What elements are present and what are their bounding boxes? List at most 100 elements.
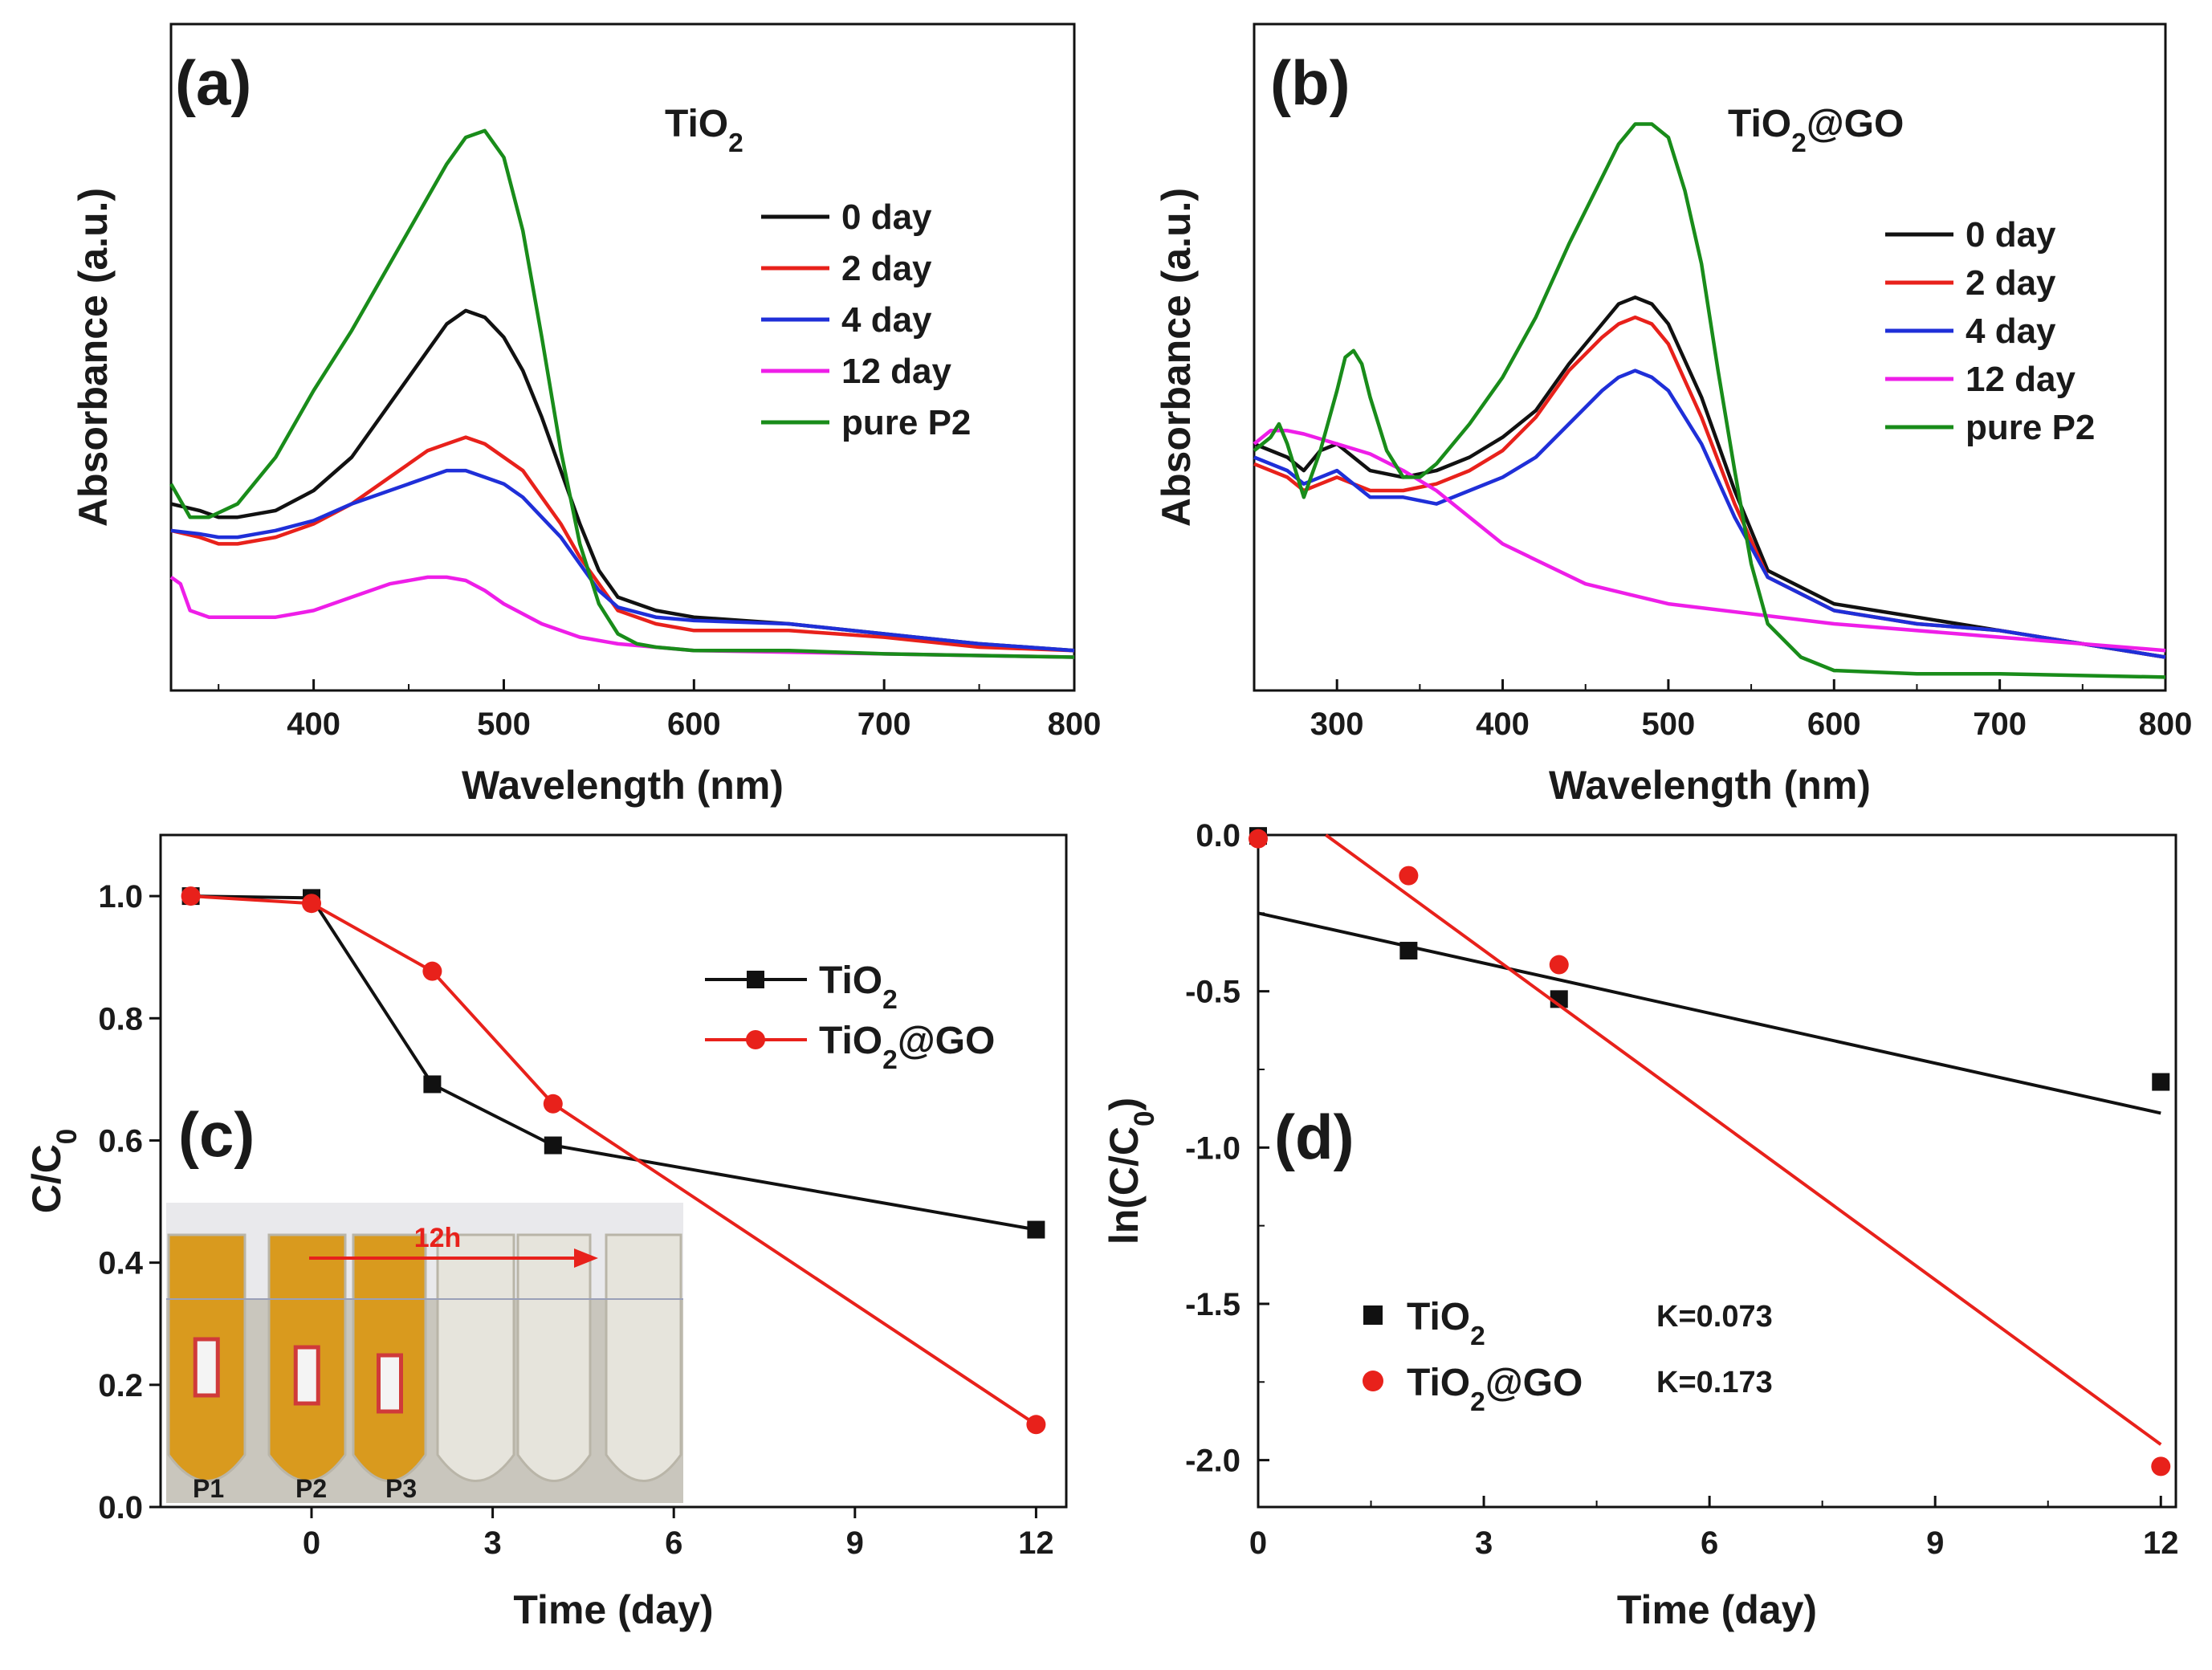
series-line-4-day	[1253, 369, 2166, 659]
plot-frame	[1257, 833, 2177, 1509]
legend-label: 2 day	[1966, 263, 2056, 303]
x-tick-label: 3	[483, 1525, 501, 1561]
panel-title: TiO2	[665, 103, 743, 158]
inset-tube-label-sticker	[193, 1337, 220, 1398]
inset-tube-label: P2	[295, 1474, 327, 1503]
plot-frame	[159, 833, 1068, 1509]
x-tick-label: 9	[846, 1525, 864, 1561]
x-tick-label: 700	[1973, 707, 2027, 742]
legend-marker	[1363, 1371, 1383, 1391]
legend-marker	[746, 1030, 765, 1049]
y-tick-label: 0.0	[98, 1490, 143, 1525]
y-tick-label: -2.0	[1185, 1444, 1240, 1479]
inset-tube	[436, 1233, 515, 1482]
plot-frame	[1253, 22, 2167, 692]
data-point	[1027, 1220, 1045, 1239]
inset-tube	[605, 1233, 682, 1482]
legend-label: pure P2	[1966, 408, 2095, 447]
inset-tube-label-sticker	[377, 1353, 403, 1414]
panel-b-plot: 300 400 500 600 700 800 Wavelength (nm) Absorba…	[1154, 22, 2193, 808]
inset-arrow-label: 12h	[414, 1223, 462, 1253]
legend-marker	[747, 971, 764, 988]
inset-tube	[516, 1233, 592, 1482]
y-axis-label: C/C0	[24, 1129, 83, 1214]
data-point	[2151, 1456, 2171, 1477]
data-point	[2152, 1073, 2170, 1091]
plot-frame	[169, 22, 1076, 692]
legend-label: 4 day	[1966, 312, 2056, 351]
x-tick-label: 400	[1476, 707, 1530, 742]
panel-label: (a)	[175, 47, 251, 118]
legend-label: TiO2@GO	[1407, 1362, 1583, 1417]
panel-a-plot: 400 500 600 700 800 Wavelength (nm) Absorbance…	[71, 22, 1102, 808]
legend-label: 12 day	[1966, 360, 2076, 399]
legend-label: 0 day	[841, 198, 932, 237]
x-tick-label: 0	[303, 1525, 320, 1561]
y-tick-label: 0.4	[98, 1246, 143, 1281]
fit-line	[1325, 833, 2162, 1446]
x-tick-label: 6	[665, 1525, 682, 1561]
y-tick-label: -1.0	[1185, 1130, 1240, 1166]
x-tick-label: 500	[477, 707, 531, 742]
y-tick-label: 1.0	[98, 879, 143, 914]
legend-label: pure P2	[841, 403, 971, 442]
x-tick-label: 9	[1926, 1525, 1944, 1561]
y-tick-label: -1.5	[1185, 1287, 1240, 1322]
data-point	[1549, 955, 1569, 975]
panel-label: (c)	[178, 1099, 255, 1170]
panel-title: TiO2@GO	[1728, 103, 1904, 158]
x-tick-label: 500	[1642, 707, 1696, 742]
inset-tube-label: P1	[193, 1474, 224, 1503]
x-tick-label: 12	[2143, 1525, 2179, 1561]
panel-c-plot: 12h P1 P2 P3 0 3 6 9 12 0.0 0.2 0.4 0.6 0.8 1.0 Time (d…	[24, 833, 1068, 1632]
data-point	[1399, 942, 1418, 960]
y-axis-label: Absorbance (a.u.)	[71, 188, 116, 527]
series-line-pure-P2	[1253, 122, 2166, 679]
x-axis-label: Wavelength (nm)	[1549, 763, 1871, 808]
y-axis-label: Absorbance (a.u.)	[1154, 188, 1199, 527]
data-point	[181, 886, 201, 906]
y-tick-label: 0.2	[98, 1368, 143, 1403]
inset-tube-label-sticker	[293, 1345, 320, 1406]
series-line-4-day	[170, 468, 1075, 653]
data-point	[543, 1094, 563, 1114]
legend-label: 4 day	[841, 300, 932, 340]
series-line-12-day	[1253, 429, 2166, 653]
rate-constant-label: K=0.073	[1656, 1300, 1773, 1334]
series-line	[190, 894, 1037, 1232]
x-tick-label: 600	[1807, 707, 1861, 742]
x-tick-label: 400	[287, 707, 340, 742]
series-line-0-day	[1253, 295, 2166, 659]
x-tick-label: 0	[1249, 1525, 1267, 1561]
x-tick-label: 800	[2139, 707, 2193, 742]
legend-label: TiO2	[819, 959, 898, 1015]
y-tick-label: 0.8	[98, 1001, 143, 1037]
legend-label: TiO2@GO	[819, 1020, 995, 1075]
series-line-pure-P2	[169, 128, 1075, 659]
data-point	[302, 894, 321, 914]
x-axis-label: Time (day)	[513, 1587, 713, 1632]
x-tick-label: 700	[858, 707, 911, 742]
series-line-2-day	[170, 435, 1075, 653]
y-tick-label: 0.6	[98, 1123, 143, 1159]
legend-marker	[1363, 1305, 1383, 1325]
data-point	[422, 961, 442, 981]
y-tick-label: 0.0	[1196, 818, 1240, 853]
panel-label: (b)	[1270, 47, 1350, 118]
legend-label: 0 day	[1966, 215, 2056, 255]
data-point	[544, 1136, 562, 1155]
inset-arrow-head	[574, 1248, 598, 1268]
x-tick-label: 12	[1018, 1525, 1054, 1561]
inset-tube-label: P3	[385, 1474, 417, 1503]
x-tick-label: 800	[1048, 707, 1102, 742]
data-point	[1249, 829, 1268, 849]
rate-constant-label: K=0.173	[1656, 1366, 1773, 1399]
y-tick-label: -0.5	[1185, 975, 1240, 1010]
data-point	[1026, 1415, 1046, 1435]
x-axis-label: Time (day)	[1617, 1587, 1817, 1632]
x-axis-label: Wavelength (nm)	[462, 763, 784, 808]
fit-line	[1257, 911, 2161, 1115]
data-point	[423, 1075, 442, 1094]
x-tick-label: 3	[1475, 1525, 1493, 1561]
